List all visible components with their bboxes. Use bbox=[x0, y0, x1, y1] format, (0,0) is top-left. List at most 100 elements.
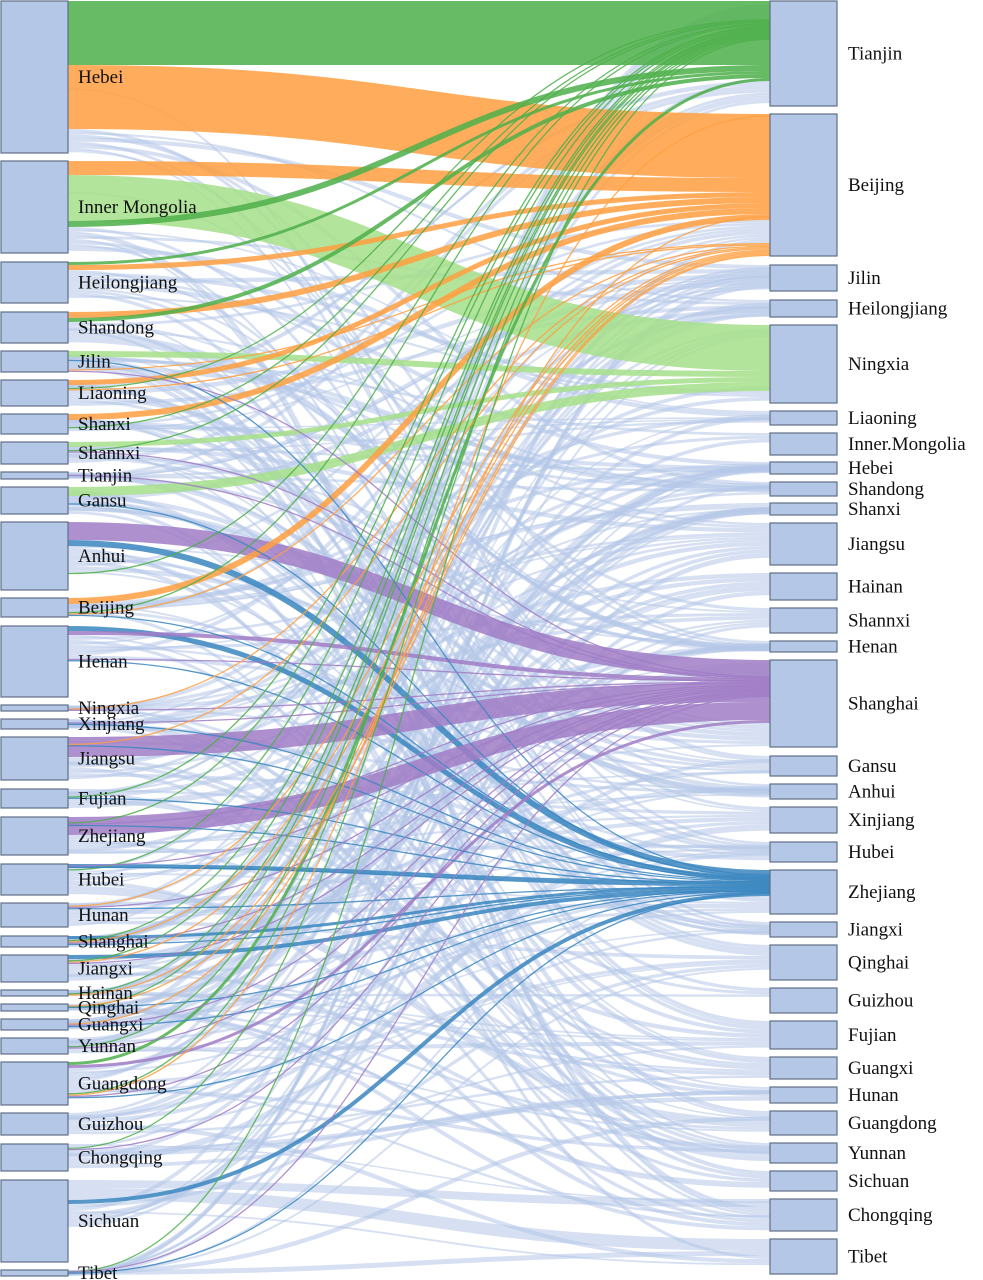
flow-guizhou-to-guangxi bbox=[67, 1075, 771, 1135]
target-node-jiangxi bbox=[769, 921, 838, 938]
target-node-sichuan bbox=[769, 1170, 838, 1192]
flow-tibet-to-zhejiang bbox=[67, 892, 771, 1274]
flow-hubei-to-tianjin bbox=[67, 28, 771, 871]
flow-inner-mongolia-to-beijing bbox=[67, 161, 771, 192]
target-label-shannxi: Shannxi bbox=[848, 611, 910, 632]
source-node-shanghai bbox=[0, 935, 69, 948]
flow-shanghai-to-beijing bbox=[67, 236, 771, 942]
flow-yunnan-to-tianjin bbox=[67, 34, 771, 1048]
flow-beijing-to-beijing bbox=[67, 245, 771, 615]
flow-beijing-to-tianjin bbox=[67, 24, 771, 614]
source-label-zhejiang: Zhejiang bbox=[78, 826, 146, 847]
flow-jiangxi-to-shanghai bbox=[67, 689, 771, 965]
source-label-tibet: Tibet bbox=[78, 1263, 118, 1280]
target-label-liaoning: Liaoning bbox=[848, 408, 917, 429]
source-node-gansu bbox=[0, 486, 69, 515]
flow-tibet-to-qinghai bbox=[67, 967, 771, 1274]
flow-zhejiang-to-zhejiang bbox=[67, 824, 771, 886]
flow-jiangxi-to-yunnan bbox=[67, 962, 771, 1150]
source-node-jiangxi bbox=[0, 954, 69, 983]
target-node-xinjiang bbox=[769, 806, 838, 834]
target-node-heilongjiang bbox=[769, 299, 838, 318]
source-node-hunan bbox=[0, 902, 69, 928]
source-label-guizhou: Guizhou bbox=[78, 1114, 144, 1135]
flow-jiangsu-to-shanghai bbox=[67, 682, 771, 757]
source-node-shannxi bbox=[0, 441, 69, 465]
target-node-shanxi bbox=[769, 502, 838, 516]
flow-yunnan-to-shanghai bbox=[67, 691, 771, 1049]
flow-zhejiang-to-tianjin bbox=[67, 26, 771, 824]
target-node-ningxia bbox=[769, 324, 838, 404]
flow-chongqing-to-fujian bbox=[67, 1045, 771, 1155]
flow-anhui-to-tianjin bbox=[67, 22, 771, 575]
target-label-heilongjiang: Heilongjiang bbox=[848, 299, 948, 320]
flow-shanxi-to-tianjin bbox=[67, 20, 771, 429]
flow-zhejiang-to-shanghai bbox=[67, 702, 771, 835]
target-label-inner-mongolia: Inner.Mongolia bbox=[848, 434, 966, 455]
target-node-inner-mongolia bbox=[769, 432, 838, 456]
target-node-jilin bbox=[769, 264, 838, 292]
target-node-shandong bbox=[769, 481, 838, 497]
source-node-heilongjiang bbox=[0, 261, 69, 304]
source-label-beijing: Beijing bbox=[78, 598, 134, 619]
target-label-shanghai: Shanghai bbox=[848, 694, 919, 715]
flow-guangdong-to-shanghai bbox=[67, 693, 771, 1098]
source-label-fujian: Fujian bbox=[78, 789, 127, 810]
target-label-jiangsu: Jiangsu bbox=[848, 534, 906, 555]
source-label-guangxi: Guangxi bbox=[78, 1015, 143, 1036]
source-label-hebei: Hebei bbox=[78, 67, 123, 88]
flow-inner-mongolia-to-ningxia bbox=[67, 175, 771, 371]
target-label-ningxia: Ningxia bbox=[848, 354, 910, 375]
target-node-tibet bbox=[769, 1238, 838, 1275]
target-node-guangxi bbox=[769, 1056, 838, 1080]
source-node-guangdong bbox=[0, 1061, 69, 1106]
flow-beijing-to-zhejiang bbox=[67, 614, 771, 879]
source-node-tianjin bbox=[0, 471, 69, 480]
flow-qinghai-to-tianjin bbox=[67, 33, 771, 1009]
flow-hunan-to-zhejiang bbox=[67, 905, 771, 914]
flow-sichuan-to-hebei bbox=[67, 470, 771, 1223]
source-node-guangxi bbox=[0, 1018, 69, 1031]
source-node-inner-mongolia bbox=[0, 160, 69, 254]
target-label-jiangxi: Jiangxi bbox=[848, 920, 903, 941]
source-node-henan bbox=[0, 625, 69, 698]
target-label-fujian: Fujian bbox=[848, 1025, 897, 1046]
flow-henan-to-zhejiang bbox=[67, 626, 771, 881]
source-node-qinghai bbox=[0, 1003, 69, 1012]
target-label-guizhou: Guizhou bbox=[848, 991, 914, 1012]
source-node-hebei bbox=[0, 0, 69, 154]
source-node-fujian bbox=[0, 788, 69, 809]
source-label-gansu: Gansu bbox=[78, 491, 127, 512]
source-node-zhejiang bbox=[0, 816, 69, 856]
flow-qinghai-to-zhejiang bbox=[67, 888, 771, 1008]
flow-sichuan-to-tibet bbox=[67, 1188, 771, 1251]
flow-links bbox=[67, 0, 771, 1276]
flow-liaoning-to-beijing bbox=[67, 244, 771, 391]
source-label-guangdong: Guangdong bbox=[78, 1074, 167, 1095]
flow-qinghai-to-tianjin bbox=[67, 3, 771, 1008]
source-label-tianjin: Tianjin bbox=[78, 466, 133, 487]
source-label-chongqing: Chongqing bbox=[78, 1148, 163, 1169]
target-node-jiangsu bbox=[769, 522, 838, 566]
target-nodes: Tianjin Beijing Jilin Heilongjiang Ningxia Li… bbox=[769, 0, 966, 1275]
flow-tibet-to-shanghai bbox=[67, 695, 771, 1273]
target-label-xinjiang: Xinjiang bbox=[848, 810, 915, 831]
source-label-qinghai: Qinghai bbox=[78, 998, 139, 1019]
flow-guangdong-to-tianjin bbox=[67, 35, 771, 1095]
flow-heilongjiang-to-beijing bbox=[67, 192, 771, 270]
flow-ningxia-to-shannxi bbox=[67, 618, 771, 711]
target-label-hebei: Hebei bbox=[848, 458, 893, 479]
flow-liaoning-to-tianjin bbox=[67, 19, 771, 390]
flow-anhui-to-zhejiang bbox=[67, 540, 771, 876]
flow-hubei-to-zhejiang bbox=[67, 866, 771, 887]
source-node-hubei bbox=[0, 863, 69, 896]
target-node-guangdong bbox=[769, 1110, 838, 1136]
flow-xinjiang-to-shanghai bbox=[67, 682, 771, 724]
source-node-liaoning bbox=[0, 379, 69, 407]
flow-sichuan-to-shandong bbox=[67, 485, 771, 1227]
flow-chongqing-to-xinjiang bbox=[67, 828, 771, 1165]
source-label-anhui: Anhui bbox=[78, 546, 126, 567]
source-node-tibet bbox=[0, 1269, 69, 1277]
target-node-hainan bbox=[769, 572, 838, 601]
target-label-qinghai: Qinghai bbox=[848, 953, 909, 974]
